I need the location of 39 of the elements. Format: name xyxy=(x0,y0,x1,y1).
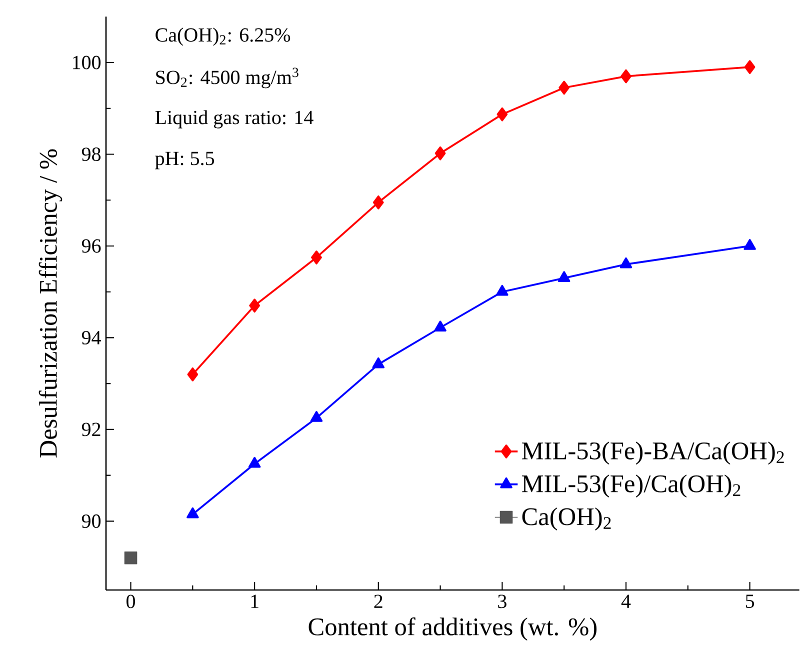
point xyxy=(372,357,385,368)
x-tick-label: 4 xyxy=(621,594,631,608)
y-tick-label: 90 xyxy=(82,514,101,528)
legend-label: MIL-53(Fe)-BA/Ca(OH)$_{2}$ xyxy=(522,442,784,465)
legend-label: Ca(OH)$_{2}$ xyxy=(522,507,611,530)
point xyxy=(248,456,261,468)
x-tick-label: 2 xyxy=(374,594,382,608)
point xyxy=(558,80,570,95)
x-tick-label: 3 xyxy=(498,594,506,608)
y-tick-label: 94 xyxy=(82,331,101,344)
x-axis-title: Content of additives (wt. %) xyxy=(308,617,596,641)
y-tick-label: 100 xyxy=(73,56,101,70)
point xyxy=(496,107,508,122)
y-tick-label: 96 xyxy=(82,239,101,253)
point xyxy=(744,239,756,250)
point xyxy=(249,298,260,313)
x-tick-label: 0 xyxy=(126,594,136,608)
y-axis-title: Desulfurization Efficiency / % xyxy=(38,149,62,458)
annotation: SO$_{2}$: 4500 mg/m$^{3}$ xyxy=(156,68,298,88)
annotation: Liquid gas ratio: 14 xyxy=(155,110,314,128)
point xyxy=(496,284,508,296)
annotation: pH: 5.5 xyxy=(155,152,214,170)
point xyxy=(186,507,199,518)
point xyxy=(744,60,756,74)
point xyxy=(620,257,632,268)
point xyxy=(372,195,384,210)
y-tick-label: 92 xyxy=(82,422,100,436)
point xyxy=(311,250,322,264)
annotation: Ca(OH)$_{2}$: 6.25% xyxy=(156,28,290,46)
point xyxy=(187,367,198,382)
point xyxy=(558,271,570,282)
x-tick-label: 1 xyxy=(251,594,258,608)
point xyxy=(310,411,323,422)
point xyxy=(434,146,446,160)
y-tick-label: 98 xyxy=(82,148,101,161)
legend-label: MIL-53(Fe)/Ca(OH)$_{2}$ xyxy=(522,474,740,498)
x-tick-label: 5 xyxy=(746,594,754,608)
point xyxy=(620,69,632,84)
point xyxy=(434,320,446,332)
